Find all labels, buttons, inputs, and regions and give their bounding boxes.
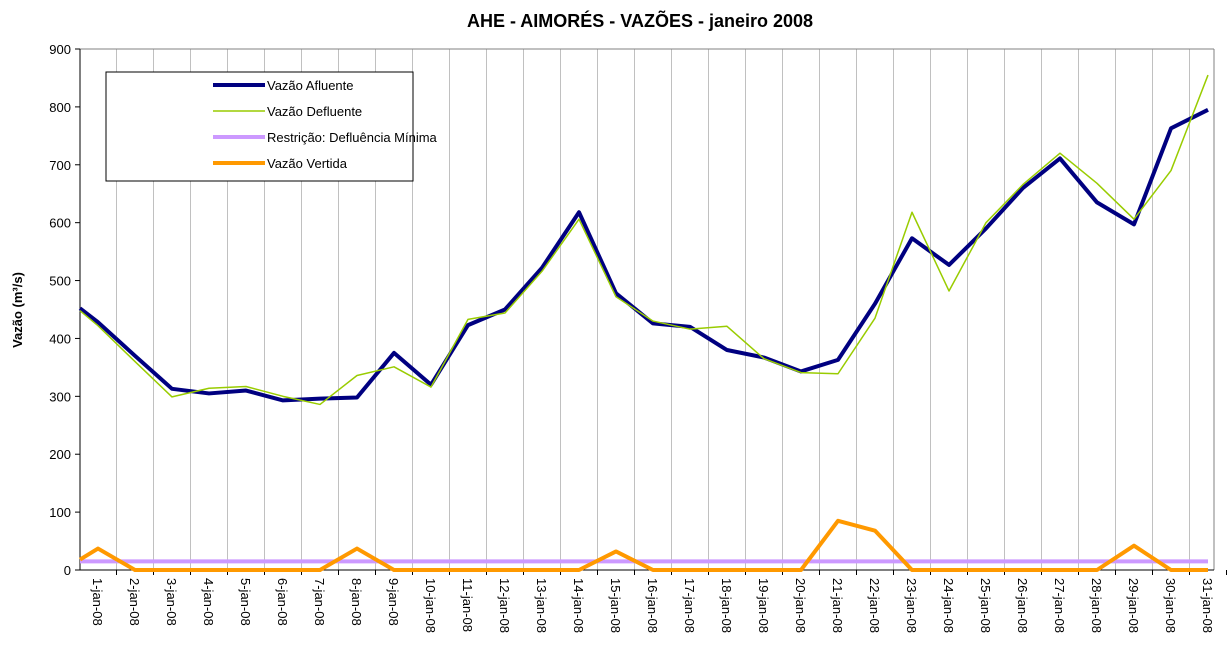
legend-label: Restrição: Defluência Mínima bbox=[267, 130, 438, 145]
x-tick-label: 29-jan-08 bbox=[1126, 578, 1141, 633]
x-tick-label: 7-jan-08 bbox=[312, 578, 327, 626]
x-tick-label: 28-jan-08 bbox=[1089, 578, 1104, 633]
series-line bbox=[79, 74, 1209, 406]
y-axis-label: Vazão (m³/s) bbox=[10, 272, 25, 348]
x-tick-label: 16-jan-08 bbox=[645, 578, 660, 633]
y-tick-label: 200 bbox=[49, 447, 71, 462]
x-tick-label: 9-jan-08 bbox=[386, 578, 401, 626]
x-tick-label: 26-jan-08 bbox=[1015, 578, 1030, 633]
x-tick-label: 6-jan-08 bbox=[275, 578, 290, 626]
x-tick-label: 22-jan-08 bbox=[867, 578, 882, 633]
x-tick-label: 14-jan-08 bbox=[571, 578, 586, 633]
legend-label: Vazão Defluente bbox=[267, 104, 362, 119]
x-tick-label: 10-jan-08 bbox=[423, 578, 438, 633]
x-tick-label: 21-jan-08 bbox=[830, 578, 845, 633]
x-tick-label: 25-jan-08 bbox=[978, 578, 993, 633]
y-tick-label: 400 bbox=[49, 331, 71, 346]
y-tick-label: 600 bbox=[49, 216, 71, 231]
x-tick-label: 3-jan-08 bbox=[164, 578, 179, 626]
x-tick-label: 2-jan-08 bbox=[127, 578, 142, 626]
x-tick-label: 23-jan-08 bbox=[904, 578, 919, 633]
legend-label: Vazão Afluente bbox=[267, 78, 354, 93]
y-tick-label: 500 bbox=[49, 274, 71, 289]
x-tick-label: 20-jan-08 bbox=[793, 578, 808, 633]
series-line bbox=[78, 518, 1208, 572]
x-tick-label: 30-jan-08 bbox=[1163, 578, 1178, 633]
y-tick-label: 100 bbox=[49, 505, 71, 520]
y-tick-label: 800 bbox=[49, 100, 71, 115]
x-tick-label: 13-jan-08 bbox=[534, 578, 549, 633]
legend-label: Vazão Vertida bbox=[267, 156, 348, 171]
x-tick-label: 17-jan-08 bbox=[682, 578, 697, 633]
x-tick-label: 24-jan-08 bbox=[941, 578, 956, 633]
x-tick-label: 12-jan-08 bbox=[497, 578, 512, 633]
x-tick-label: 15-jan-08 bbox=[608, 578, 623, 633]
y-tick-label: 700 bbox=[49, 158, 71, 173]
x-tick-label: 27-jan-08 bbox=[1052, 578, 1067, 633]
x-tick-label: 31-jan-08 bbox=[1200, 578, 1215, 633]
x-tick-label: 11-jan-08 bbox=[460, 578, 475, 632]
x-tick-label: 18-jan-08 bbox=[719, 578, 734, 633]
chart-title: AHE - AIMORÉS - VAZÕES - janeiro 2008 bbox=[467, 10, 813, 31]
x-tick-label: 8-jan-08 bbox=[349, 578, 364, 626]
x-tick-label: 5-jan-08 bbox=[238, 578, 253, 626]
x-tick-label: 4-jan-08 bbox=[201, 578, 216, 626]
y-tick-label: 900 bbox=[49, 42, 71, 57]
x-tick-label: 1-jan-08 bbox=[90, 578, 105, 626]
y-tick-label: 0 bbox=[64, 563, 71, 578]
x-tick-label: 19-jan-08 bbox=[756, 578, 771, 633]
y-tick-label: 300 bbox=[49, 389, 71, 404]
